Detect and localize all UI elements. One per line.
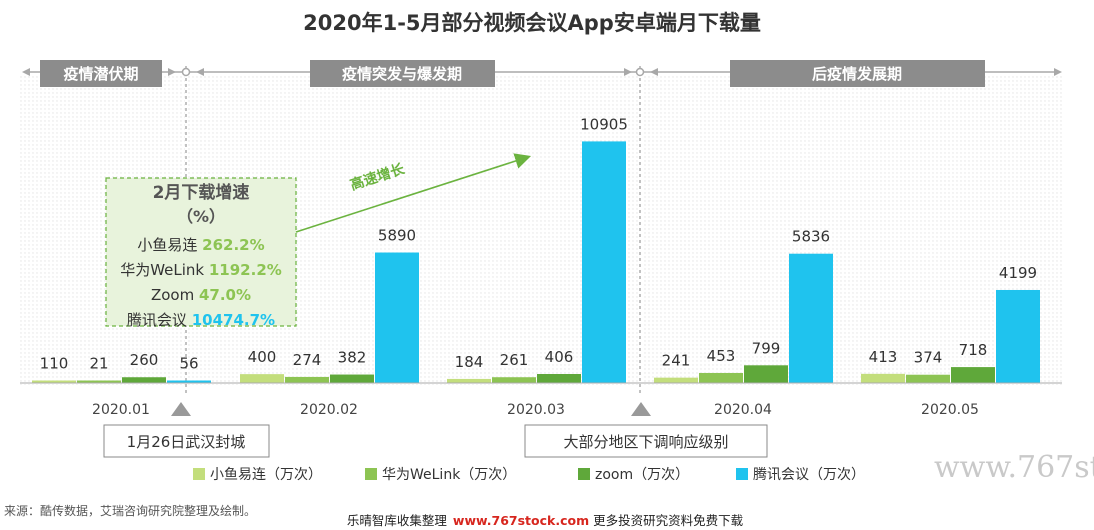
legend-swatch-3 (736, 468, 748, 480)
x-tick-2020.02: 2020.02 (300, 402, 358, 418)
value-label-2020.03-series-0: 184 (455, 353, 484, 371)
bar-2020.01-series-0 (32, 380, 76, 383)
legend-label-3: 腾讯会议（万次） (753, 466, 865, 483)
phase-label-box-3 (730, 60, 985, 87)
bar-2020.01-series-1 (77, 380, 121, 383)
growth-row-2: Zoom 47.0% (151, 286, 251, 304)
value-label-2020.04-series-0: 241 (662, 352, 691, 370)
bar-2020.05-series-1 (906, 374, 950, 383)
watermark: www.767stock.c (934, 450, 1094, 485)
event-marker-2-triangle (631, 402, 651, 416)
bar-2020.03-series-3 (582, 141, 626, 383)
legend-swatch-0 (193, 468, 205, 480)
x-tick-labels: 2020.01 2020.02 2020.03 2020.04 2020.05 (92, 402, 979, 418)
growth-row-value-1: 1192.2% (209, 261, 282, 279)
value-label-2020.03-series-1: 261 (500, 351, 529, 369)
phase-label-box-1 (40, 60, 162, 87)
event-marker-1-triangle (171, 402, 191, 416)
source-note: 来源：酷传数据，艾瑞咨询研究院整理及绘制。 (4, 503, 256, 518)
bar-2020.04-series-1 (699, 372, 743, 383)
growth-box (105, 177, 297, 327)
value-label-2020.04-series-2: 799 (752, 339, 781, 357)
bar-2020.05-series-0 (861, 373, 905, 383)
bar-2020.01-series-3 (167, 380, 211, 383)
phase-label-1: 疫情潜伏期 (63, 65, 138, 83)
value-labels-group: 110 21 260 56 400 274 382 5890 184 261 406 10905 241… (40, 115, 1037, 372)
phase-label-2: 疫情突发与爆发期 (342, 65, 462, 83)
legend-swatch-2 (578, 468, 590, 480)
value-label-2020.05-series-1: 374 (914, 349, 943, 367)
growth-row-label-3: 腾讯会议 (127, 311, 192, 329)
value-label-2020.01-series-0: 110 (40, 355, 69, 373)
bar-2020.03-series-0 (447, 378, 491, 383)
bar-2020.02-series-2 (330, 374, 374, 383)
growth-row-value-3: 10474.7% (192, 311, 275, 329)
growth-row-label-2: Zoom (151, 286, 199, 304)
growth-rows: 小鱼易连 262.2% 华为WeLink 1192.2% Zoom 47.0% 腾讯会… (120, 236, 282, 329)
x-tick-2020.03: 2020.03 (507, 402, 565, 418)
footer-right: 更多投资研究资料免费下载 (593, 513, 744, 528)
bar-2020.03-series-2 (537, 374, 581, 383)
bar-2020.01-series-2 (122, 377, 166, 383)
legend-label-0: 小鱼易连（万次） (210, 466, 322, 483)
x-tick-2020.04: 2020.04 (714, 402, 772, 418)
bar-2020.03-series-1 (492, 377, 536, 383)
value-label-2020.04-series-3: 5836 (792, 228, 830, 246)
x-tick-2020.05: 2020.05 (921, 402, 979, 418)
phase-label-3: 后疫情发展期 (812, 65, 902, 83)
value-label-2020.05-series-0: 413 (869, 348, 898, 366)
bar-2020.02-series-3 (375, 252, 419, 383)
legend-label-2: zoom（万次） (595, 467, 689, 483)
growth-box-title: 2月下载增速 (153, 182, 250, 203)
bar-2020.02-series-1 (285, 376, 329, 383)
event-label-2: 大部分地区下调响应级别 (563, 433, 728, 451)
bar-2020.05-series-2 (951, 367, 995, 383)
value-label-2020.02-series-0: 400 (248, 348, 277, 366)
value-label-2020.01-series-2: 260 (130, 351, 159, 369)
growth-arrow (295, 153, 532, 233)
value-label-2020.02-series-2: 382 (338, 349, 367, 367)
phase-panel-post (642, 74, 1062, 385)
footer-left: 乐晴智库收集整理 (347, 513, 448, 528)
legend-swatch-1 (365, 468, 377, 480)
value-label-2020.02-series-3: 5890 (378, 227, 416, 245)
footer-note: 乐晴智库收集整理 www.767stock.com 更多投资研究资料免费下载 (347, 513, 744, 528)
event-label-1: 1月26日武汉封城 (127, 433, 246, 451)
value-label-2020.03-series-2: 406 (545, 348, 574, 366)
value-label-2020.03-series-3: 10905 (580, 115, 628, 133)
legend: 小鱼易连（万次） 华为WeLink（万次） zoom（万次） 腾讯会议（万次） (193, 466, 865, 483)
event-box-2 (524, 424, 768, 458)
event-box-1 (103, 424, 270, 458)
bar-2020.04-series-3 (789, 253, 833, 383)
x-tick-2020.01: 2020.01 (92, 402, 150, 418)
value-label-2020.01-series-1: 21 (89, 355, 108, 373)
growth-box-subtitle: （%） (177, 207, 225, 226)
bar-2020.05-series-3 (996, 289, 1040, 383)
value-label-2020.05-series-3: 4199 (999, 264, 1037, 282)
growth-row-value-0: 262.2% (202, 236, 264, 254)
value-label-2020.01-series-3: 56 (179, 355, 198, 373)
growth-row-label-1: 华为WeLink (120, 261, 209, 279)
bar-2020.04-series-2 (744, 365, 788, 383)
legend-label-1: 华为WeLink（万次） (382, 467, 516, 483)
bars-group (32, 141, 1040, 383)
growth-row-1: 华为WeLink 1192.2% (120, 261, 282, 279)
value-label-2020.04-series-1: 453 (707, 347, 736, 365)
growth-row-value-2: 47.0% (199, 286, 251, 304)
bar-2020.04-series-0 (654, 377, 698, 383)
chart-title: 2020年1-5月部分视频会议App安卓端月下载量 (303, 11, 761, 35)
value-label-2020.05-series-2: 718 (959, 341, 988, 359)
growth-row-0: 小鱼易连 262.2% (137, 236, 264, 254)
growth-row-3: 腾讯会议 10474.7% (127, 311, 275, 329)
growth-row-label-0: 小鱼易连 (137, 236, 202, 254)
bar-2020.02-series-0 (240, 374, 284, 383)
phase-label-box-2 (310, 60, 495, 87)
footer-site: www.767stock.com (453, 513, 589, 528)
value-label-2020.02-series-1: 274 (293, 351, 322, 369)
phase-timeline (22, 67, 1062, 77)
